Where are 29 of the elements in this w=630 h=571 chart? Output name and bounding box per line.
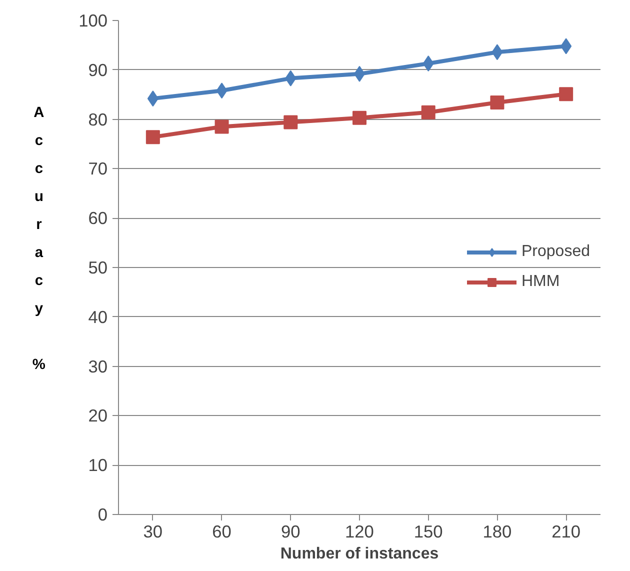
y-tick-label: 40 <box>88 306 108 327</box>
y-axis-title: Accuracy % <box>30 105 48 385</box>
x-tick-label: 150 <box>414 522 443 542</box>
point <box>490 96 504 110</box>
point <box>559 87 574 102</box>
x-tick-label: 60 <box>212 522 232 542</box>
point <box>284 115 298 130</box>
legend-label: HMM <box>522 273 560 291</box>
x-tick-label: 180 <box>482 522 512 542</box>
y-tick-label: 100 <box>78 10 108 30</box>
point <box>146 130 160 144</box>
y-tick-label: 70 <box>88 158 108 179</box>
point <box>421 105 436 120</box>
x-axis-title: Number of instances <box>280 546 439 562</box>
y-tick-label: 50 <box>88 258 108 278</box>
legend-label: Proposed <box>522 243 590 261</box>
y-tick-label: 20 <box>88 406 108 426</box>
y-tick-label: 90 <box>88 60 108 80</box>
x-tick-label: 30 <box>143 522 163 542</box>
y-tick-label: 0 <box>98 504 108 524</box>
y-tick-label: 30 <box>88 356 108 376</box>
x-tick-label: 210 <box>552 522 581 542</box>
y-tick-label: 10 <box>88 455 108 476</box>
x-tick-label: 120 <box>345 522 374 542</box>
y-tick-label: 80 <box>88 109 108 130</box>
point <box>352 110 366 125</box>
x-tick-label: 90 <box>281 522 300 542</box>
point <box>214 120 229 134</box>
y-tick-label: 60 <box>88 208 108 228</box>
